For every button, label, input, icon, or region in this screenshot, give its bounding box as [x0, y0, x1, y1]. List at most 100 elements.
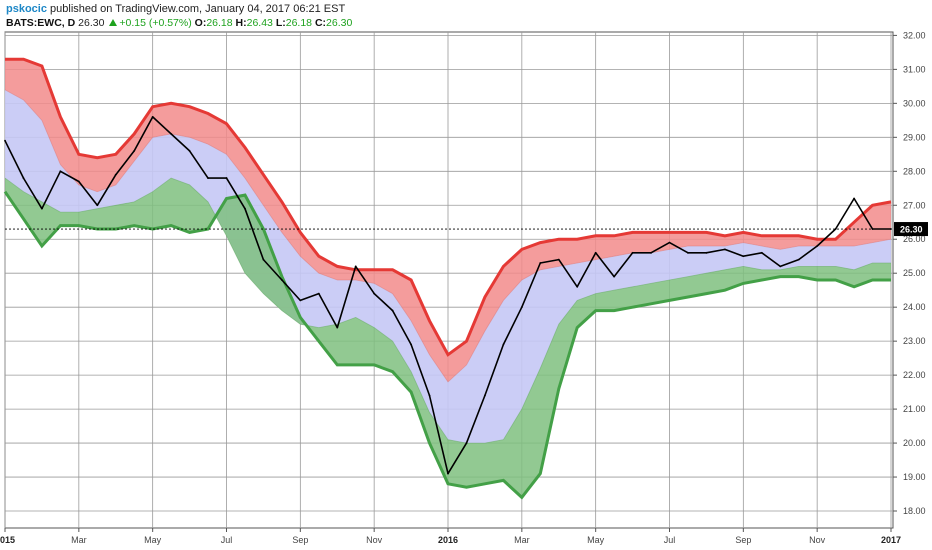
y-tick-label: 18.00 [903, 506, 926, 516]
price-point [299, 299, 302, 302]
price-point [114, 173, 117, 176]
price-point [576, 285, 579, 288]
price-point [151, 116, 154, 118]
up-triangle-icon [109, 19, 118, 26]
x-tick-label: Sep [735, 535, 751, 545]
publish-line: pskocic published on TradingView.com, Ja… [6, 2, 352, 16]
price-point [816, 245, 819, 247]
upper-band-line [5, 57, 892, 357]
upper-band-fill [5, 59, 891, 382]
price-point [465, 442, 468, 444]
price-point [59, 170, 62, 173]
publish-info: published on TradingView.com, January 04… [50, 3, 346, 15]
last-price-tag [894, 222, 928, 237]
price-point [133, 150, 136, 152]
low-label: L: [275, 17, 286, 29]
y-tick-label: 23.00 [903, 336, 926, 346]
x-tick-label: Mar [514, 535, 530, 545]
x-tick-label: Jul [221, 535, 233, 545]
x-tick-label: Jul [664, 535, 676, 545]
price-point [391, 309, 394, 312]
price-point [779, 265, 782, 268]
high-value: 26.43 [246, 17, 273, 29]
price-point [742, 255, 745, 258]
y-tick-label: 20.00 [903, 438, 926, 448]
last-price: 26.30 [78, 17, 105, 29]
x-tick-label: Sep [292, 535, 308, 545]
symbol-label[interactable]: BATS:EWC, D [6, 17, 76, 29]
price-point [280, 279, 283, 281]
price-point [484, 394, 486, 397]
price-point [22, 177, 25, 179]
price-point [502, 343, 505, 346]
price-point [77, 180, 80, 183]
price-point [687, 251, 689, 254]
y-tick-label: 31.00 [903, 64, 926, 74]
price-point [760, 251, 763, 254]
price-point [723, 248, 726, 251]
price-point [631, 251, 634, 254]
price-point [613, 275, 616, 278]
price-point [834, 228, 837, 230]
y-tick-label: 32.00 [903, 30, 926, 40]
price-point [354, 265, 357, 268]
lower-band-fill [5, 178, 891, 498]
author-name[interactable]: pskocic [6, 3, 47, 15]
y-tick-label: 30.00 [903, 98, 926, 108]
price-point [244, 207, 246, 210]
x-tick-label: 2016 [438, 535, 458, 545]
low-value: 26.18 [285, 17, 313, 29]
price-point [225, 177, 228, 179]
y-tick-label: 25.00 [903, 268, 926, 278]
close-label: C: [314, 17, 327, 29]
y-tick-label: 27.00 [903, 200, 926, 210]
lower-band-line [3, 190, 891, 500]
high-label: H: [235, 17, 247, 29]
price-point [539, 262, 542, 264]
chart-header: pskocic published on TradingView.com, Ja… [6, 2, 352, 30]
open-label: O: [194, 17, 207, 29]
price-point [871, 228, 874, 230]
last-price-tag-label: 26.30 [900, 225, 923, 235]
price-point [96, 204, 99, 207]
price-point [373, 292, 376, 295]
x-tick-label: Nov [809, 535, 826, 545]
price-point [41, 207, 43, 210]
y-tick-label: 26.00 [903, 234, 926, 244]
price-point [336, 326, 339, 329]
price-point [207, 177, 209, 179]
price-point [853, 197, 855, 200]
price-point [668, 241, 671, 244]
price-point [447, 472, 449, 475]
x-tick-label: 2015 [0, 535, 15, 545]
y-tick-label: 28.00 [903, 166, 926, 176]
price-change: +0.15 (+0.57%) [119, 17, 192, 29]
price-point [428, 394, 431, 397]
x-tick-label: Nov [366, 535, 383, 545]
y-tick-label: 21.00 [903, 404, 926, 414]
price-point [4, 139, 6, 142]
price-point [557, 258, 560, 261]
price-point [705, 251, 708, 254]
x-tick-label: May [144, 535, 162, 545]
axes: 32.00 31.00 30.00 29.00 28.00 27.00 26.00 25.00… [0, 30, 928, 545]
price-point [594, 251, 597, 254]
close-value: 26.30 [326, 17, 353, 29]
lower-mid-line [4, 177, 891, 444]
open-value: 26.18 [206, 17, 233, 29]
price-point [262, 258, 265, 261]
y-tick-label: 24.00 [903, 302, 926, 312]
price-point [317, 292, 320, 295]
y-tick-label: 22.00 [903, 370, 926, 380]
y-tick-label: 19.00 [903, 472, 926, 482]
series-lines [3, 57, 893, 500]
price-point [650, 251, 652, 254]
price-point [410, 343, 412, 346]
price-point [170, 133, 173, 135]
y-tick-label: 29.00 [903, 132, 926, 142]
price-point [188, 150, 191, 152]
price-point [520, 306, 523, 309]
x-tick-label: Mar [71, 535, 87, 545]
upper-mid-line [4, 89, 892, 383]
